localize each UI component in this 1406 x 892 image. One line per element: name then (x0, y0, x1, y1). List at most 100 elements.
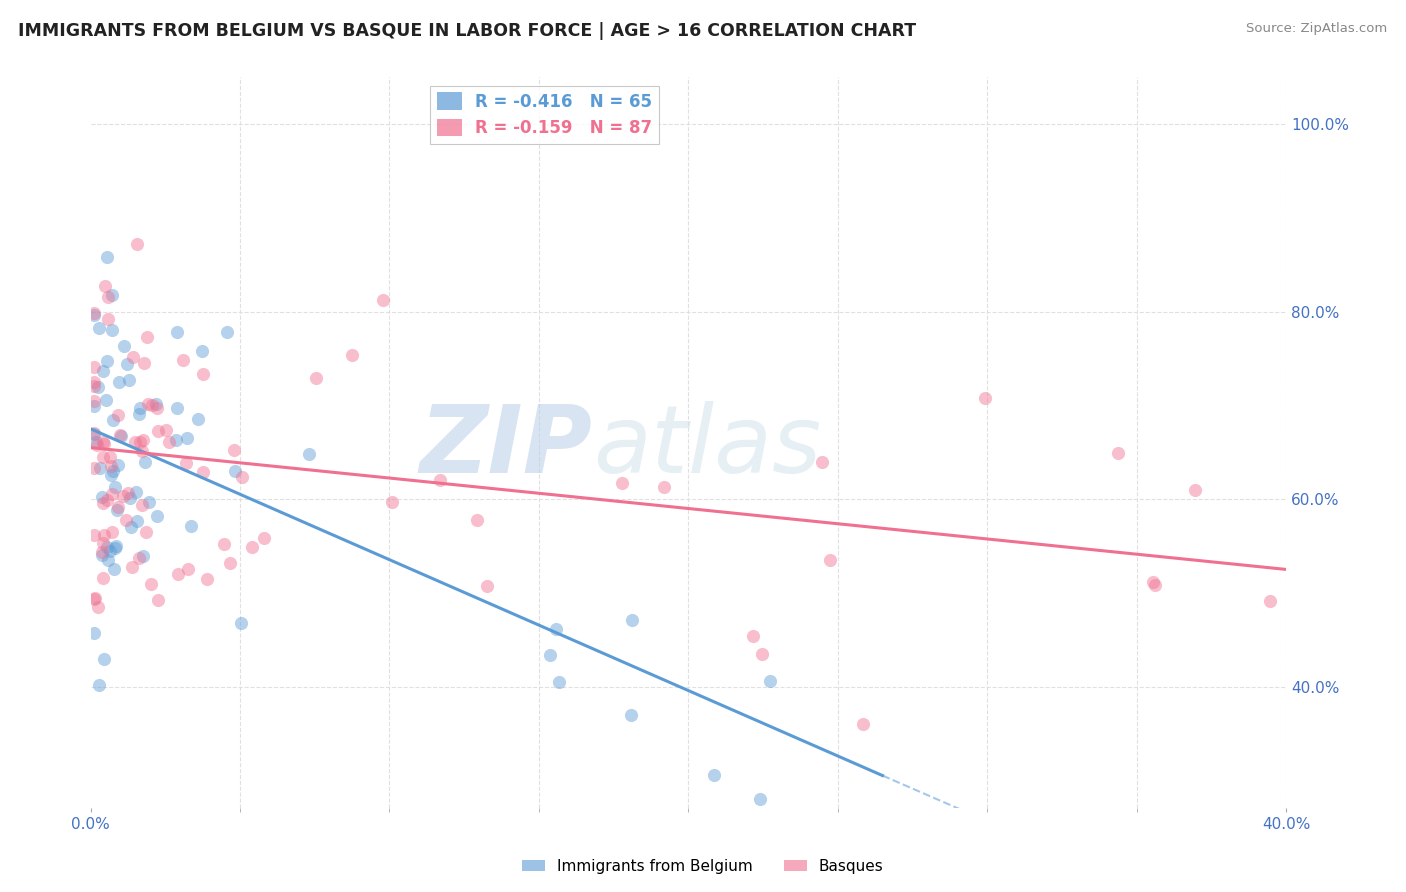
Point (91, 490, 114, 504)
Point (91, 450, 114, 464)
Point (477, 579, 499, 593)
Point (83, 308, 105, 322)
Point (91, 536, 114, 550)
Point (100, 487, 122, 501)
Point (128, 435, 150, 450)
Point (87, 600, 110, 615)
Point (219, 557, 242, 571)
Point (749, 792, 772, 806)
Point (1143, 578, 1166, 592)
Point (172, 353, 194, 368)
Point (973, 392, 995, 406)
Point (93, 652, 115, 666)
Point (135, 330, 157, 344)
Point (811, 455, 834, 469)
Text: atlas: atlas (593, 401, 821, 492)
Point (83, 528, 105, 542)
Point (93, 527, 115, 541)
Point (125, 237, 148, 252)
Point (83, 591, 105, 606)
Point (100, 468, 122, 483)
Point (132, 549, 155, 563)
Point (108, 428, 131, 442)
Point (104, 480, 127, 494)
Point (166, 401, 188, 415)
Point (703, 767, 725, 781)
Point (253, 531, 276, 545)
Point (125, 485, 148, 500)
Point (125, 514, 148, 528)
Point (146, 593, 169, 607)
Point (544, 622, 567, 636)
Point (742, 629, 765, 643)
Point (371, 293, 394, 308)
Point (96, 393, 118, 408)
Point (129, 401, 152, 415)
Point (83, 460, 105, 475)
Point (84, 435, 107, 450)
Point (103, 562, 125, 576)
Point (111, 489, 134, 503)
Point (231, 470, 253, 484)
Point (101, 287, 124, 301)
Point (132, 356, 155, 370)
Point (101, 323, 124, 337)
Point (229, 615, 252, 630)
Point (547, 675, 569, 690)
Point (98, 544, 121, 558)
Point (90, 545, 112, 559)
Point (620, 708, 643, 723)
Point (83, 306, 105, 320)
Point (115, 512, 138, 526)
Point (217, 325, 239, 339)
Point (429, 473, 451, 487)
Point (83, 360, 105, 375)
Point (84, 591, 107, 606)
Point (83, 379, 105, 393)
Point (87, 321, 110, 335)
Point (224, 464, 246, 478)
Text: Source: ZipAtlas.com: Source: ZipAtlas.com (1247, 22, 1388, 36)
Point (96, 354, 118, 368)
Point (83, 394, 105, 409)
Point (305, 371, 328, 385)
Point (1258, 594, 1281, 608)
Point (166, 567, 188, 582)
Point (107, 500, 129, 514)
Point (93, 437, 115, 451)
Point (103, 413, 125, 427)
Point (87, 380, 110, 394)
Point (96, 492, 118, 507)
Point (108, 376, 131, 390)
Point (104, 539, 127, 553)
Point (134, 455, 156, 469)
Point (96, 250, 118, 264)
Point (240, 540, 263, 554)
Point (191, 465, 214, 479)
Point (818, 553, 841, 567)
Point (101, 464, 124, 478)
Point (176, 431, 198, 445)
Point (86, 438, 108, 452)
Text: IMMIGRANTS FROM BELGIUM VS BASQUE IN LABOR FORCE | AGE > 16 CORRELATION CHART: IMMIGRANTS FROM BELGIUM VS BASQUE IN LAB… (18, 22, 917, 40)
Point (610, 476, 633, 491)
Point (83, 426, 105, 441)
Point (101, 525, 124, 540)
Point (107, 408, 129, 422)
Point (180, 519, 202, 533)
Point (146, 424, 169, 438)
Point (91, 571, 114, 585)
Point (146, 508, 169, 523)
Point (340, 348, 363, 362)
Point (89, 678, 111, 692)
Point (115, 357, 138, 371)
Point (155, 423, 177, 437)
Point (195, 572, 218, 586)
Point (138, 495, 160, 509)
Point (91, 496, 114, 510)
Point (112, 338, 135, 352)
Text: ZIP: ZIP (420, 401, 593, 492)
Point (91, 364, 114, 378)
Point (118, 374, 141, 388)
Point (298, 446, 321, 460)
